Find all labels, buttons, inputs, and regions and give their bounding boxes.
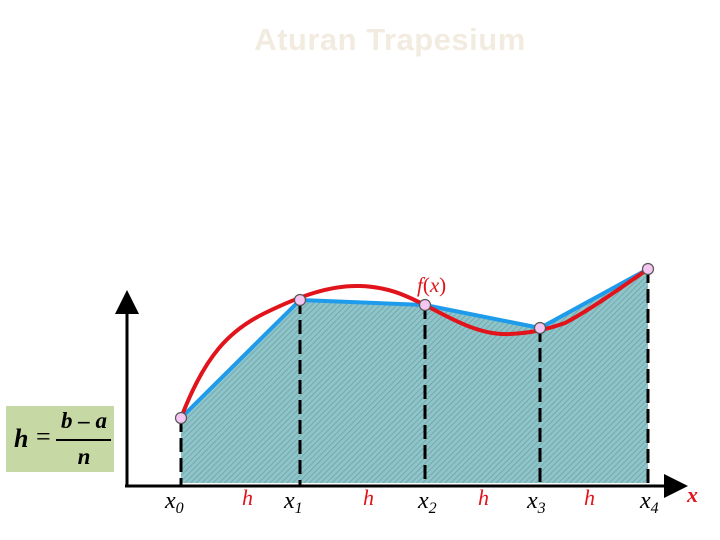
- step-labels: h h h h: [242, 485, 595, 510]
- x-axis-label: x: [686, 482, 698, 507]
- node-labels: x0 x1 x2 x3 x4: [164, 488, 659, 517]
- node-verticals: [179, 269, 650, 485]
- label-x0: x0: [164, 488, 184, 517]
- label-x3: x3: [526, 488, 546, 517]
- step-label-4: h: [584, 485, 595, 510]
- node-points: [174, 262, 655, 425]
- node-point-x1: [293, 293, 307, 307]
- function-label: f(x): [417, 273, 446, 297]
- node-point-x3: [533, 321, 547, 335]
- fraction-bar: [56, 439, 111, 441]
- step-label-2: h: [363, 485, 374, 510]
- formula-numerator: b – a: [61, 408, 107, 433]
- formula-equals: =: [36, 422, 51, 451]
- label-x2: x2: [417, 488, 437, 517]
- node-point-x2: [418, 298, 432, 312]
- step-label-1: h: [242, 485, 253, 510]
- trapezoid-area: [181, 269, 648, 483]
- formula-denominator: n: [77, 444, 91, 469]
- formula-lhs: h: [14, 424, 29, 453]
- node-point-x0: [174, 411, 188, 425]
- node-point-x4: [641, 262, 655, 276]
- slide-title: Aturan Trapesium: [254, 22, 526, 57]
- step-label-3: h: [478, 485, 489, 510]
- label-x4: x4: [639, 488, 659, 517]
- label-x1: x1: [283, 488, 303, 517]
- step-formula: h = b – a n: [6, 406, 114, 472]
